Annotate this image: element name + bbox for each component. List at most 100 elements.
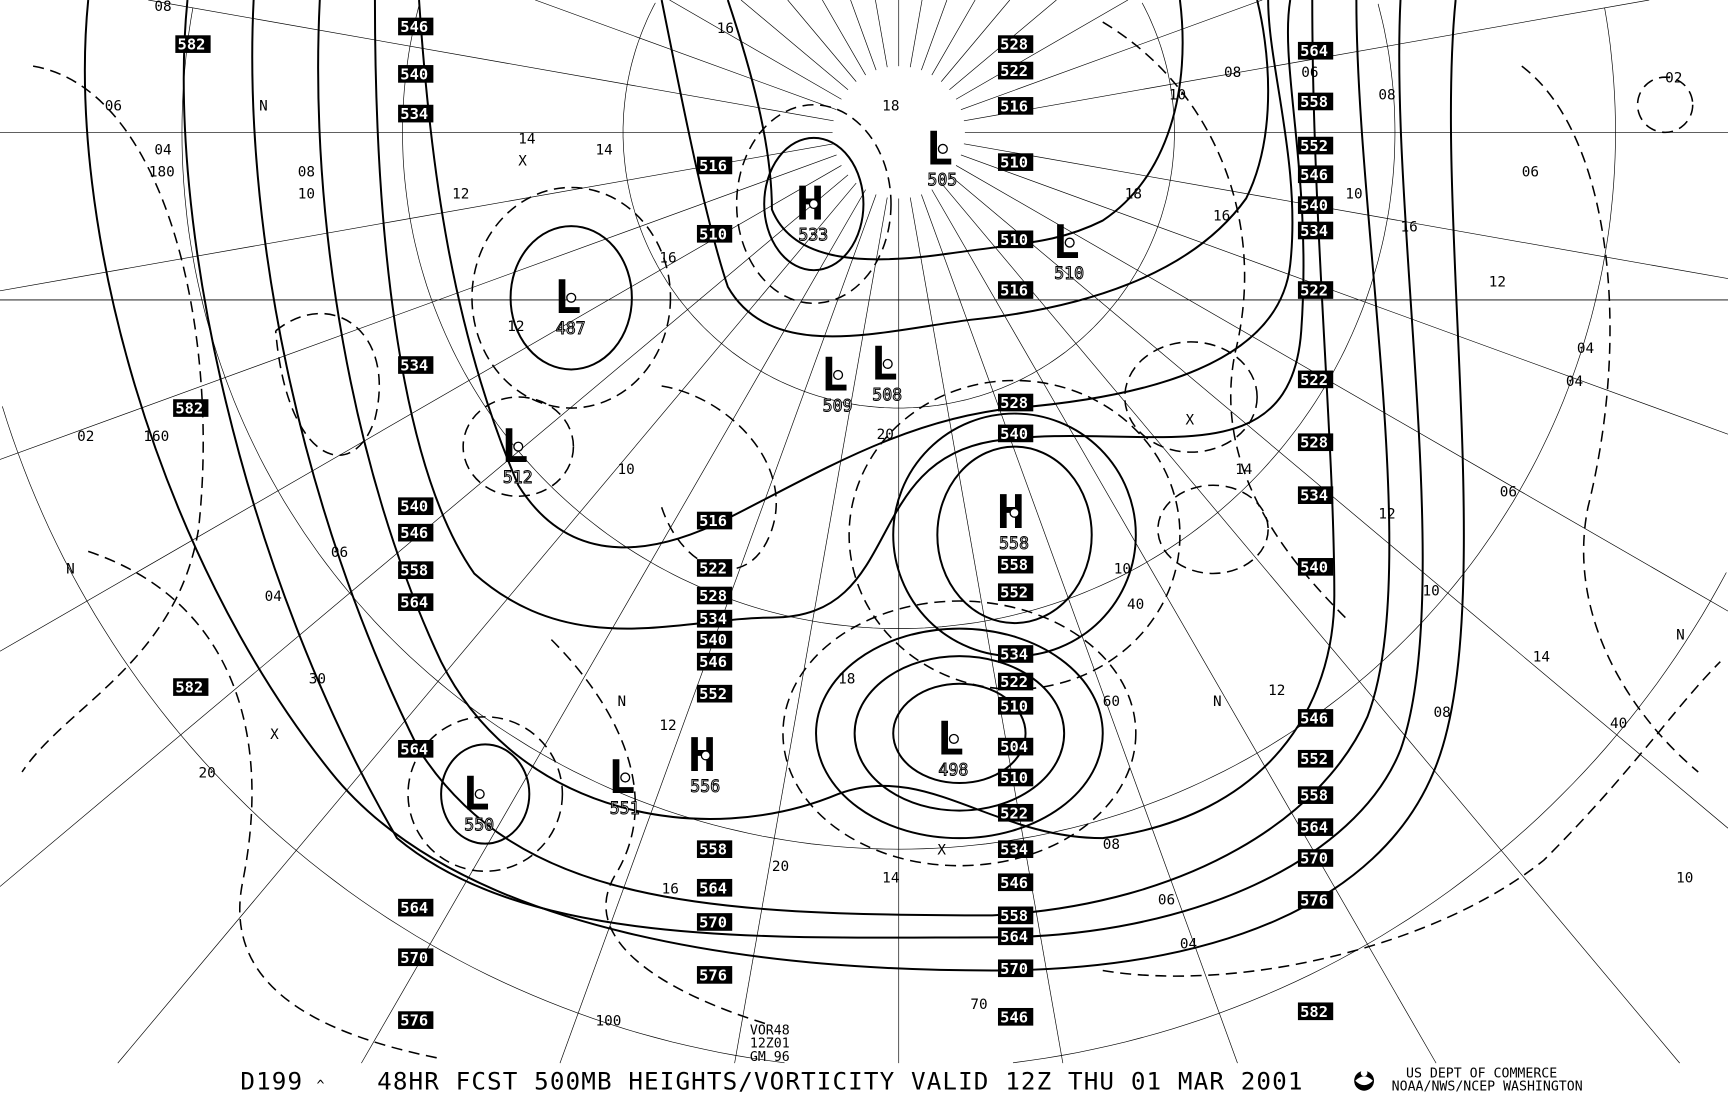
low-pressure-center: L550 bbox=[462, 766, 495, 834]
caret-mark: ^ bbox=[316, 1079, 324, 1094]
svg-text:552: 552 bbox=[1300, 750, 1328, 768]
vorticity-label: 60 bbox=[1103, 694, 1120, 710]
svg-text:564: 564 bbox=[1000, 928, 1028, 946]
latitude-circle bbox=[402, 3, 1396, 629]
meridian-line bbox=[535, 0, 837, 111]
meridian-line bbox=[941, 0, 1011, 82]
height-label: 540 bbox=[997, 424, 1034, 443]
vorticity-label: 40 bbox=[1127, 597, 1144, 613]
vorticity-label: 14 bbox=[882, 870, 899, 886]
vorticity-label: 100 bbox=[595, 1014, 621, 1030]
caption-bar bbox=[0, 1065, 1728, 1094]
vorticity-contour-line bbox=[21, 65, 204, 773]
height-label: 540 bbox=[1297, 558, 1334, 576]
svg-text:522: 522 bbox=[1300, 282, 1328, 300]
low-pressure-center: L508 bbox=[870, 336, 903, 404]
svg-text:510: 510 bbox=[1054, 264, 1084, 283]
vorticity-label: 14 bbox=[1533, 650, 1550, 666]
height-label: 576 bbox=[1297, 891, 1334, 909]
svg-text:510: 510 bbox=[1000, 231, 1028, 249]
svg-text:556: 556 bbox=[690, 777, 720, 796]
latitude-circle bbox=[1377, 3, 1396, 133]
height-contour-line bbox=[373, 0, 1305, 630]
meridian-line bbox=[921, 0, 948, 71]
center-marker-icon bbox=[948, 733, 959, 744]
height-label: 552 bbox=[1297, 136, 1334, 155]
vorticity-label: 16 bbox=[659, 250, 676, 266]
svg-text:546: 546 bbox=[400, 18, 428, 36]
height-contour-loop bbox=[815, 627, 1104, 840]
center-marker-icon bbox=[833, 369, 844, 381]
svg-text:576: 576 bbox=[400, 1012, 428, 1030]
svg-text:546: 546 bbox=[1000, 1008, 1028, 1026]
svg-text:546: 546 bbox=[400, 524, 428, 542]
height-label: 534 bbox=[997, 840, 1034, 859]
svg-text:546: 546 bbox=[1300, 709, 1328, 727]
vorticity-label: 12 bbox=[659, 718, 676, 734]
height-label: 510 bbox=[997, 768, 1034, 787]
high-pressure-center: H556 bbox=[688, 728, 721, 796]
chart-title: 48HR FCST 500MB HEIGHTS/VORTICITY VALID … bbox=[377, 1067, 1303, 1094]
svg-text:570: 570 bbox=[400, 949, 428, 967]
vorticity-label: 06 bbox=[1522, 164, 1539, 180]
height-label: 546 bbox=[997, 873, 1034, 892]
height-label: 522 bbox=[1297, 281, 1334, 300]
meridian-line bbox=[787, 0, 857, 82]
vorticity-label: 30 bbox=[309, 672, 326, 688]
center-marker-icon bbox=[620, 772, 631, 783]
meridian-line bbox=[931, 0, 976, 76]
vorticity-label: X bbox=[518, 153, 527, 169]
svg-text:540: 540 bbox=[400, 65, 428, 83]
vorticity-label: 08 bbox=[1378, 87, 1395, 103]
height-contour-line bbox=[726, 0, 1184, 261]
height-contour-loop bbox=[853, 655, 1066, 812]
low-pressure-center: L512 bbox=[501, 419, 534, 487]
height-label: 546 bbox=[997, 1007, 1034, 1026]
meridian-line bbox=[0, 165, 842, 652]
run-info-line-3: GM 96 bbox=[750, 1050, 790, 1065]
vorticity-label: 14 bbox=[1235, 462, 1252, 478]
latitude-circle bbox=[1604, 7, 1616, 133]
run-info-line-1: VOR48 bbox=[750, 1023, 790, 1038]
meridian-line bbox=[963, 143, 1728, 279]
svg-text:546: 546 bbox=[1000, 874, 1028, 892]
chart-id: D199 bbox=[240, 1067, 303, 1094]
svg-text:558: 558 bbox=[1000, 556, 1028, 574]
height-label: 570 bbox=[696, 913, 733, 931]
height-label: 582 bbox=[1297, 1002, 1334, 1021]
meridian-line bbox=[960, 0, 1263, 111]
meridian-line bbox=[822, 0, 866, 76]
height-label: 582 bbox=[173, 399, 209, 418]
center-marker-icon bbox=[566, 292, 577, 303]
svg-text:534: 534 bbox=[699, 610, 727, 628]
meridian-line bbox=[148, 0, 834, 122]
svg-text:528: 528 bbox=[1300, 434, 1328, 452]
vorticity-label: 02 bbox=[1665, 71, 1682, 87]
vorticity-labels: 08 06 04 10 12 14 16 18 20 12 14 16 08 10 06 04 02 12 14 16… bbox=[66, 0, 1693, 1030]
vorticity-contour-loop bbox=[471, 186, 672, 409]
center-marker-icon bbox=[1009, 507, 1020, 518]
vorticity-label: 14 bbox=[518, 131, 535, 147]
svg-text:558: 558 bbox=[400, 562, 428, 580]
height-label: 528 bbox=[696, 586, 733, 605]
svg-text:546: 546 bbox=[1300, 166, 1328, 184]
height-contour-loop bbox=[440, 743, 531, 845]
meridian-line bbox=[361, 189, 866, 1064]
vorticity-label: X bbox=[937, 843, 946, 859]
svg-text:487: 487 bbox=[556, 319, 586, 338]
meridian-line bbox=[955, 165, 1728, 612]
height-label: 564 bbox=[1297, 41, 1334, 60]
vorticity-label: 12 bbox=[507, 319, 524, 335]
vorticity-label: 16 bbox=[662, 881, 679, 897]
svg-text:534: 534 bbox=[1000, 645, 1028, 663]
height-label: 552 bbox=[997, 583, 1034, 602]
height-label: 540 bbox=[398, 65, 434, 83]
height-label: 522 bbox=[997, 61, 1034, 80]
height-label: 582 bbox=[175, 35, 211, 54]
vorticity-label: 10 bbox=[298, 187, 315, 203]
height-label: 534 bbox=[696, 609, 733, 628]
svg-text:533: 533 bbox=[798, 225, 828, 244]
height-label: 576 bbox=[696, 966, 733, 984]
